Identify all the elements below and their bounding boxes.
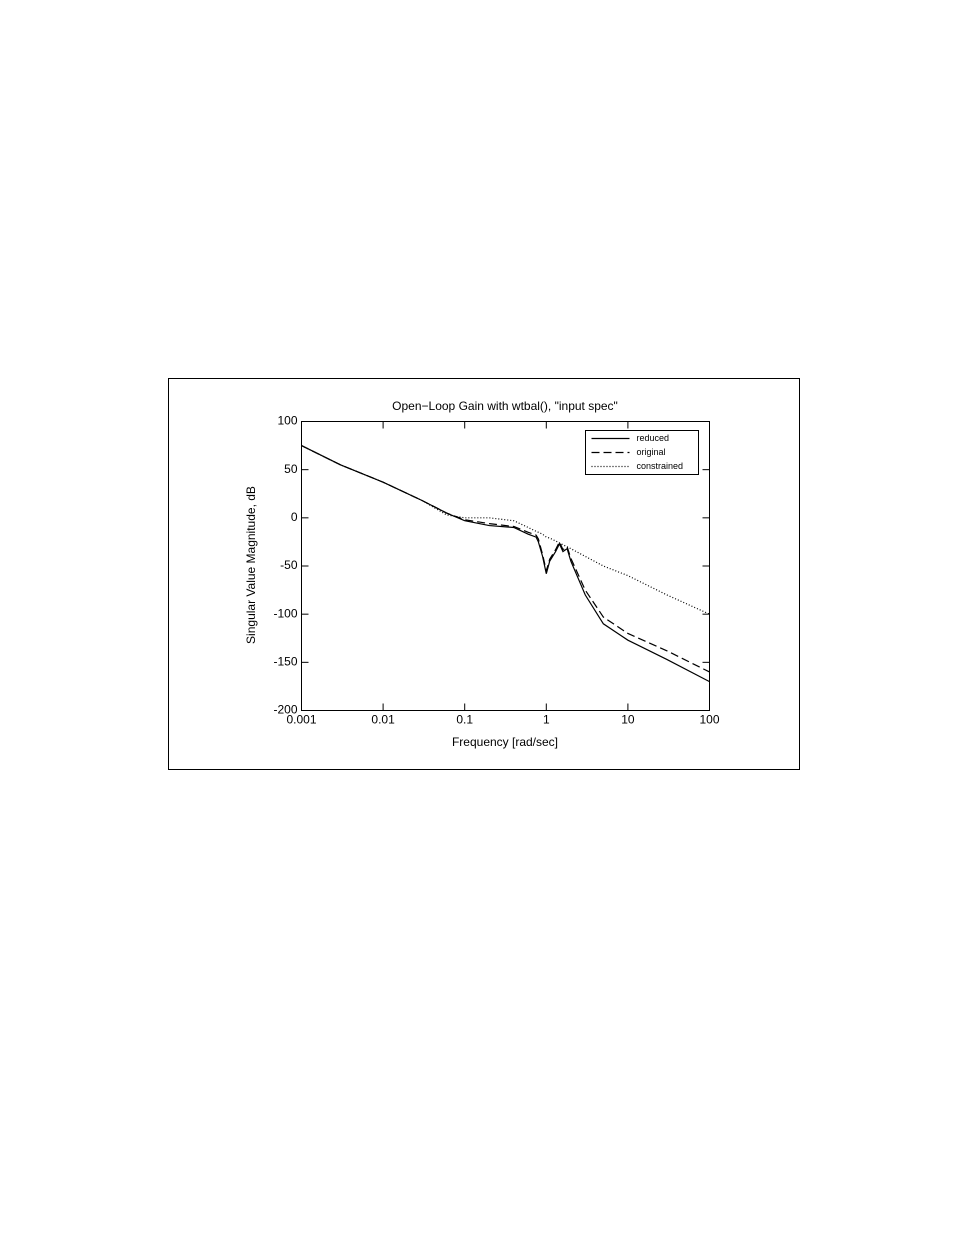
x-axis-label: Frequency [rad/sec] — [452, 735, 558, 749]
legend-label: reduced — [637, 433, 670, 443]
x-tick-label: 100 — [699, 713, 719, 727]
legend-label: original — [637, 447, 666, 457]
y-tick-label: 50 — [284, 462, 298, 476]
x-tick-label: 0.001 — [286, 713, 316, 727]
y-tick-label: 0 — [291, 510, 298, 524]
series-line — [301, 445, 710, 615]
figure-frame — [168, 378, 800, 770]
series-line — [301, 445, 710, 683]
x-tick-label: 10 — [621, 713, 635, 727]
y-tick-label: -200 — [273, 703, 297, 717]
series-line — [301, 445, 710, 673]
y-axis-label: Singular Value Magnitude, dB — [244, 486, 258, 644]
x-tick-label: 1 — [543, 713, 550, 727]
y-tick-label: -100 — [273, 606, 297, 620]
y-tick-label: 100 — [277, 414, 297, 428]
legend-label: constrained — [637, 461, 684, 471]
y-tick-label: -50 — [280, 558, 298, 572]
x-tick-label: 0.1 — [456, 713, 473, 727]
y-tick-label: -150 — [273, 655, 297, 669]
x-tick-label: 0.01 — [371, 713, 395, 727]
chart-title: Open−Loop Gain with wtbal(), "input spec… — [392, 399, 618, 413]
